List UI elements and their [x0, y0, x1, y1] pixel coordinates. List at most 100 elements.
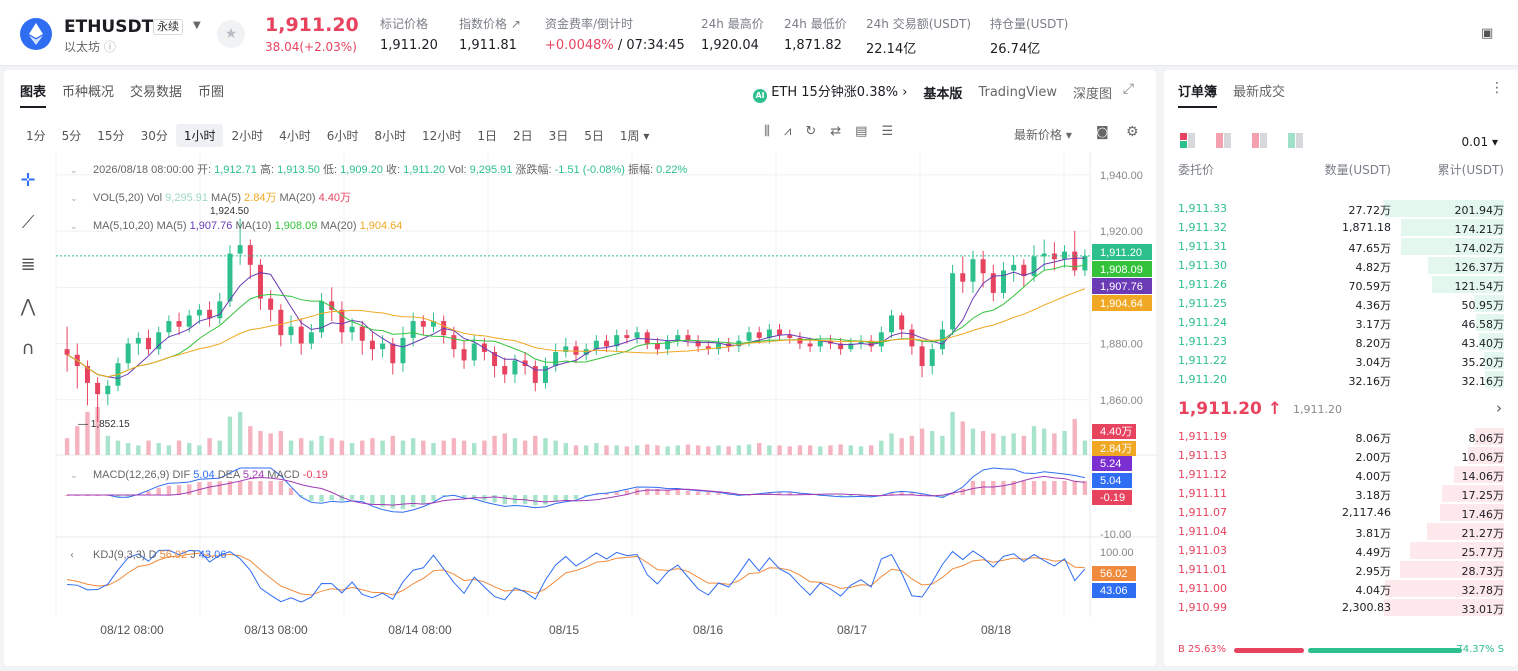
ask-row[interactable]: 1,911.01 2.95万 28.73万	[1178, 560, 1504, 579]
tab-coin-overview[interactable]: 币种概况	[62, 85, 115, 100]
ai-icon: AI	[753, 89, 768, 103]
symbol-dropdown-icon[interactable]: ▼	[193, 20, 201, 31]
camera-icon[interactable]: ◙	[1096, 125, 1109, 140]
tab-tradingview[interactable]: TradingView	[978, 84, 1057, 100]
time-tick: 08/17	[837, 623, 867, 637]
pattern-icon[interactable]: ⋀	[20, 296, 36, 317]
time-tick: 08/15	[549, 623, 579, 637]
ask-row[interactable]: 1,910.99 2,300.83 33.01万	[1178, 598, 1504, 617]
candle-type-icon[interactable]: ⫼	[764, 124, 770, 139]
candle-body	[604, 340, 610, 347]
compare-icon[interactable]: ⇄	[830, 124, 842, 139]
price-mode-select[interactable]: 最新价格 ▾	[1014, 128, 1072, 142]
tab-chart[interactable]: 图表	[20, 81, 47, 108]
kline-chart[interactable]: 1,940.001,920.001,900.001,880.001,860.00…	[0, 82, 1160, 652]
ohlc-legend: 2026/08/18 08:00:00 开: 1,912.71 高: 1,913…	[93, 162, 687, 176]
bids-only-icon[interactable]	[1288, 133, 1305, 148]
volume-bar	[553, 440, 558, 455]
ask-row[interactable]: 1,911.13 2.00万 10.06万	[1178, 446, 1504, 465]
tab-depth[interactable]: 深度图	[1072, 86, 1112, 102]
more-icon[interactable]: ⋮	[1490, 80, 1504, 96]
bid-row[interactable]: 1,911.32 1,871.18 174.21万	[1178, 218, 1504, 237]
ask-row[interactable]: 1,911.00 4.04万 32.78万	[1178, 579, 1504, 598]
timeframe-1[interactable]: 5分	[61, 129, 82, 143]
bid-row[interactable]: 1,911.24 3.17万 46.58万	[1178, 313, 1504, 332]
volume-bar	[451, 438, 457, 455]
trendline-icon[interactable]: ⟋	[21, 212, 35, 233]
order-total: 33.01万	[1461, 603, 1505, 616]
tab-trade-data[interactable]: 交易数据	[130, 85, 183, 100]
stat-index-price[interactable]: 指数价格 ↗ 1,911.81	[459, 17, 521, 53]
asks-only-icon[interactable]	[1216, 133, 1233, 148]
macd-bar	[125, 495, 131, 497]
refresh-icon[interactable]: ↻	[805, 124, 817, 139]
tab-latest-trades[interactable]: 最新成交	[1233, 85, 1286, 100]
tab-coin-circle[interactable]: 币圈	[198, 85, 225, 100]
depth-bar	[1384, 200, 1504, 217]
ask-row[interactable]: 1,911.11 3.18万 17.25万	[1178, 484, 1504, 503]
timeframe-9[interactable]: 12小时	[422, 129, 462, 143]
symbol-name[interactable]: ETHUSDT	[64, 17, 154, 37]
tab-basic[interactable]: 基本版	[923, 86, 963, 102]
bid-row[interactable]: 1,911.25 4.36万 50.95万	[1178, 294, 1504, 313]
timeframe-0[interactable]: 1分	[26, 129, 46, 143]
price-tick: 1,920.00	[1100, 226, 1143, 238]
order-total: 201.94万	[1454, 204, 1505, 217]
volume-bar	[156, 443, 161, 455]
timeframe-2[interactable]: 15分	[97, 129, 125, 143]
bid-row[interactable]: 1,911.23 8.20万 43.40万	[1178, 332, 1504, 351]
book-icon[interactable]: ▣	[1481, 26, 1494, 41]
favorite-star-icon[interactable]: ★	[217, 20, 245, 48]
layout-icon[interactable]: ▤	[855, 124, 868, 139]
volume-bar	[950, 411, 955, 455]
indicator-icon[interactable]: ⩘	[783, 124, 792, 139]
candle-body	[868, 340, 874, 347]
expand-icon[interactable]: ⤢	[1122, 81, 1134, 97]
order-total: 21.27万	[1461, 527, 1505, 540]
volume-bar	[329, 438, 334, 455]
timeframe-7[interactable]: 6小时	[326, 129, 359, 143]
timeframe-3[interactable]: 30分	[140, 129, 168, 143]
magnet-icon[interactable]: ∩	[21, 338, 35, 359]
legend-part: MACD(12,26,9)	[93, 469, 172, 481]
ask-row[interactable]: 1,911.04 3.81万 21.27万	[1178, 522, 1504, 541]
order-price: 1,911.00	[1178, 582, 1227, 595]
gear-icon[interactable]: ⚙	[1126, 124, 1139, 140]
bid-row[interactable]: 1,911.33 27.72万 201.94万	[1178, 199, 1504, 218]
crosshair-icon[interactable]: ✛	[20, 170, 36, 191]
bid-row[interactable]: 1,911.30 4.82万 126.37万	[1178, 256, 1504, 275]
bid-row[interactable]: 1,911.26 70.59万 121.54万	[1178, 275, 1504, 294]
volume-bar	[919, 428, 925, 455]
orderbook-view-modes	[1180, 133, 1305, 148]
ask-row[interactable]: 1,911.03 4.49万 25.77万	[1178, 541, 1504, 560]
volume-bar	[237, 411, 243, 455]
eth-15m-change-link[interactable]: AI ETH 15分钟涨0.38% ›	[753, 81, 907, 103]
bid-row[interactable]: 1,911.20 32.16万 32.16万	[1178, 370, 1504, 389]
ask-row[interactable]: 1,911.07 2,117.46 17.46万	[1178, 503, 1504, 522]
ask-row[interactable]: 1,911.19 8.06万 8.06万	[1178, 427, 1504, 446]
bid-row[interactable]: 1,911.31 47.65万 174.02万	[1178, 237, 1504, 256]
ask-row[interactable]: 1,911.12 4.00万 14.06万	[1178, 465, 1504, 484]
timeframe-8[interactable]: 8小时	[374, 129, 407, 143]
both-sides-icon[interactable]	[1180, 133, 1197, 148]
volume-bar	[349, 443, 355, 455]
bid-row[interactable]: 1,911.22 3.04万 35.20万	[1178, 351, 1504, 370]
legend-part: 1,907.76	[190, 220, 236, 232]
timeframe-10[interactable]: 1日	[477, 129, 497, 143]
fib-icon[interactable]: ≣	[20, 254, 36, 275]
chevron-right-icon[interactable]: ›	[1496, 399, 1502, 417]
macd-bar	[278, 481, 284, 495]
precision-select[interactable]: 0.01 ▾	[1461, 135, 1498, 149]
order-amount: 70.59万	[1348, 280, 1392, 293]
tab-orderbook[interactable]: 订单簿	[1178, 81, 1218, 108]
timeframe-5[interactable]: 2小时	[231, 129, 264, 143]
notes-icon[interactable]: ☰	[881, 124, 894, 139]
timeframe-14[interactable]: 1周 ▾	[619, 129, 650, 143]
timeframe-4[interactable]: 1小时	[175, 124, 224, 147]
timeframe-6[interactable]: 4小时	[279, 129, 311, 143]
timeframe-12[interactable]: 3日	[548, 129, 569, 143]
timeframe-13[interactable]: 5日	[584, 129, 604, 143]
timeframe-11[interactable]: 2日	[512, 129, 533, 143]
bids-asks-icon[interactable]	[1252, 133, 1269, 148]
mid-price[interactable]: 1,911.20 ↑ 1,911.20 ›	[1178, 399, 1502, 419]
